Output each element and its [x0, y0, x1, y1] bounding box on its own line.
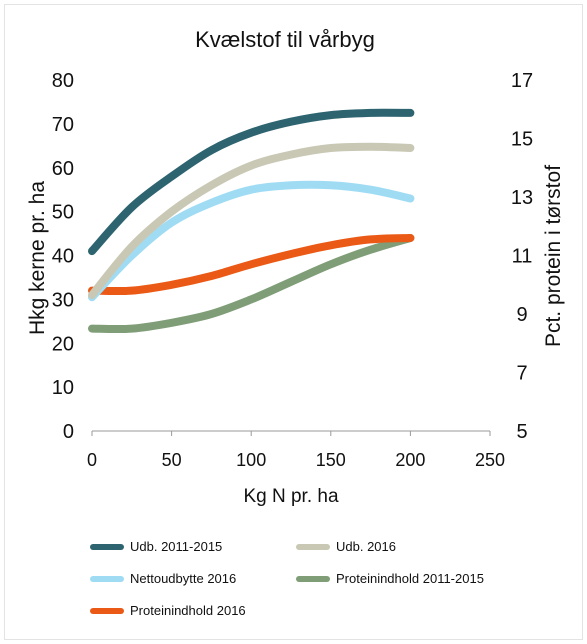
y-tick-labels: 0 10 20 30 40 50 60 70 80	[52, 70, 74, 443]
y2-tick-label: 9	[516, 304, 527, 326]
y-tick-label: 60	[52, 158, 74, 180]
y2-tick-label: 15	[511, 129, 533, 151]
x-tick-label: 250	[475, 450, 505, 470]
y2-tick-label: 17	[511, 70, 533, 92]
y-tick-label: 30	[52, 289, 74, 311]
y-tick-label: 20	[52, 333, 74, 355]
x-axis-label: Kg N pr. ha	[243, 486, 338, 507]
series-line-proteinindhold-2011-2015	[88, 234, 415, 334]
y2-axis-label: Pct. protein i tørstof	[542, 165, 565, 347]
y-tick-label: 10	[52, 377, 74, 399]
y-tick-label: 0	[63, 421, 74, 443]
y2-tick-label: 5	[516, 421, 527, 443]
y2-tick-labels: 5 7 9 11 13 15 17	[511, 70, 533, 443]
y-tick-label: 70	[52, 114, 74, 136]
series-line-udb-2011-2015	[88, 108, 415, 256]
series-line-proteinindhold-2016	[88, 234, 415, 296]
y2-tick-label: 7	[516, 363, 527, 385]
series-line-nettoudbytte-2016	[88, 180, 415, 302]
y2-tick-label: 11	[512, 246, 533, 268]
x-tick-label: 0	[87, 450, 97, 470]
x-tick-labels: 0 50 100 150 200 250	[87, 431, 505, 470]
x-tick-label: 100	[236, 450, 266, 470]
chart-frame	[4, 4, 583, 640]
y-tick-label: 80	[52, 70, 74, 92]
y2-tick-label: 13	[511, 187, 533, 209]
y-tick-label: 50	[52, 202, 74, 224]
x-tick-label: 200	[395, 450, 425, 470]
series-lines	[88, 108, 415, 334]
y-axis-label: Hkg kerne pr. ha	[26, 181, 49, 335]
x-tick-label: 150	[316, 450, 346, 470]
y-tick-label: 40	[52, 246, 74, 268]
chart-title: Kvælstof til vårbyg	[195, 27, 375, 52]
x-tick-label: 50	[162, 450, 182, 470]
series-line-udb-2016	[88, 142, 415, 299]
